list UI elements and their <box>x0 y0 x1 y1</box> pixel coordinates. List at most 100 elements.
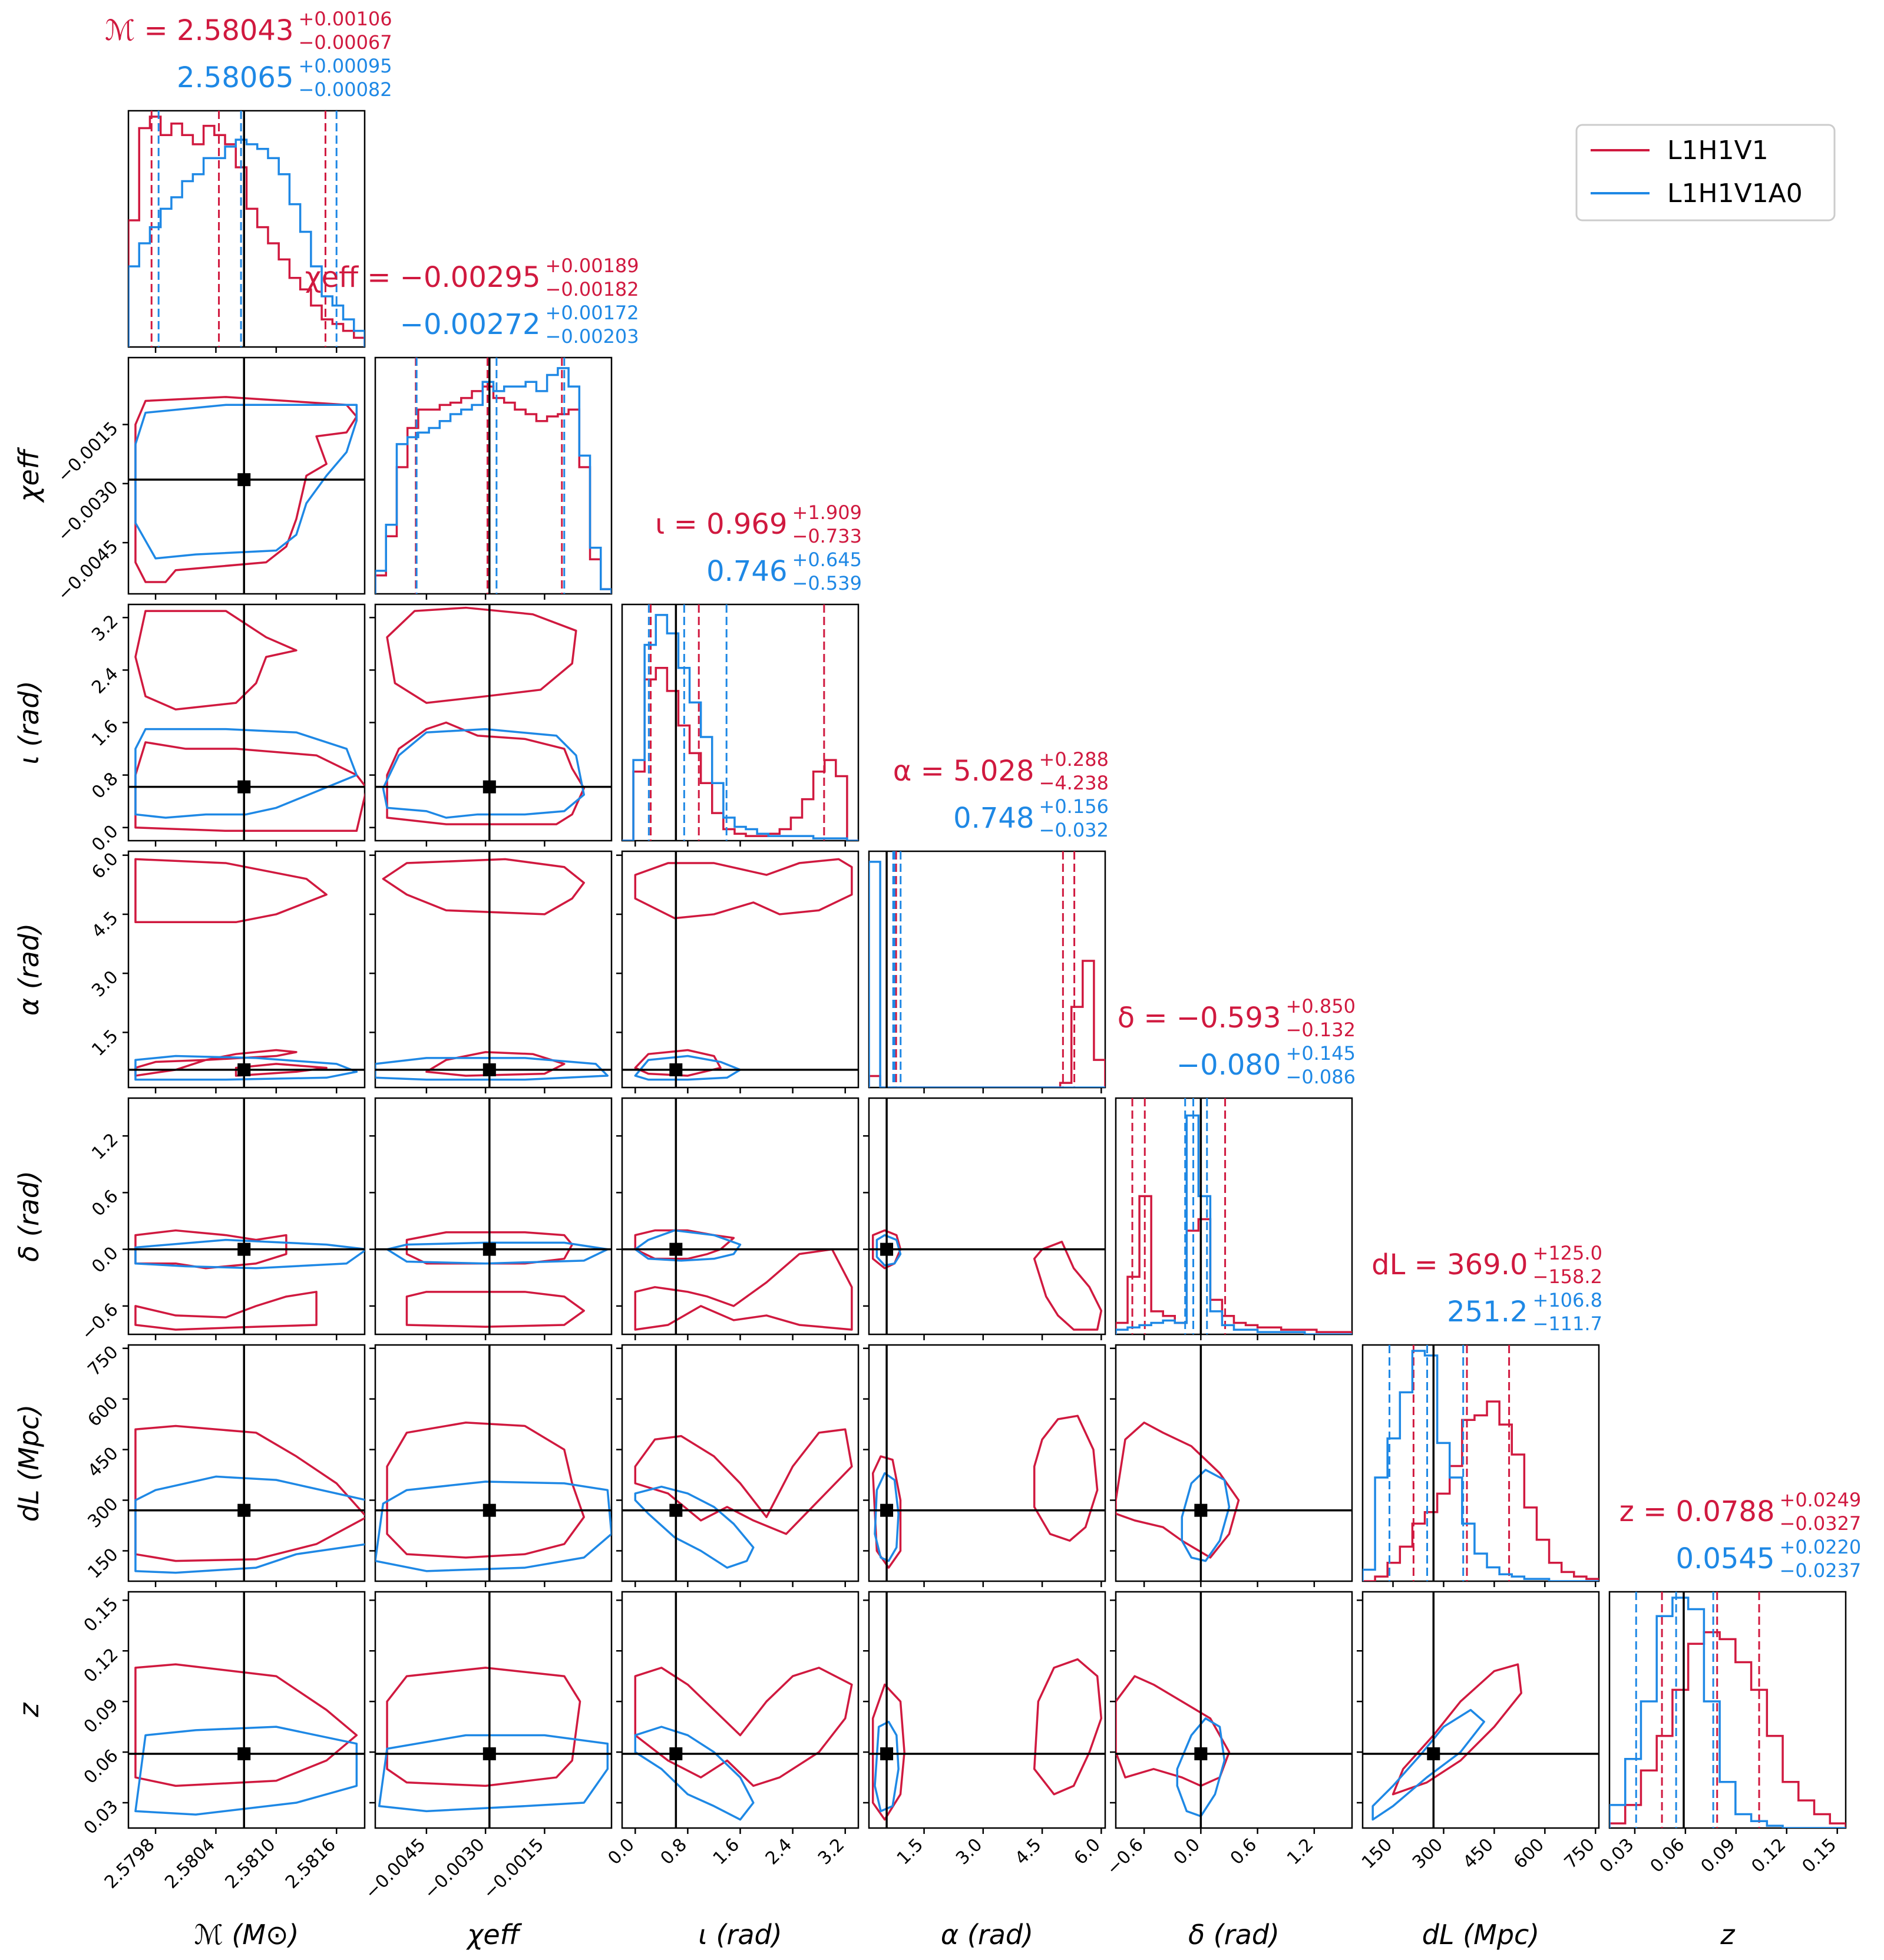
x-tick-label: 0.0 <box>1170 1835 1204 1869</box>
contour-red <box>634 1667 853 1787</box>
title-chi: χeff = −0.00295 +0.00189−0.00182−0.00272 +… <box>305 254 639 348</box>
x-tick-label: 2.4 <box>762 1835 796 1869</box>
title-red-upper: +0.850 <box>1286 995 1356 1017</box>
panel-content <box>622 851 858 1088</box>
panels-layer: −0.0045−0.0030−0.0015χeff0.00.81.62.43.2… <box>13 110 1847 1951</box>
truth-marker <box>1427 1747 1440 1760</box>
title-blue-lower: −0.086 <box>1286 1066 1356 1088</box>
contour-red <box>1033 1658 1103 1796</box>
y-tick-label: 3.2 <box>88 611 122 645</box>
y-axis-label-chi: χeff <box>13 447 45 504</box>
panel-alpha-mc: 1.5 3.0 4.5 6.0 α (rad) <box>13 849 366 1093</box>
panel-content <box>128 1345 365 1581</box>
contour-red <box>1116 1675 1231 1787</box>
panel-delta-chi <box>369 1097 613 1340</box>
truth-marker <box>237 780 251 794</box>
title-blue-value: 251.2 <box>1447 1295 1528 1328</box>
y-tick-label: 1.5 <box>88 1026 122 1060</box>
panel-content <box>1363 1592 1599 1828</box>
x-tick-label: 0.8 <box>657 1835 691 1869</box>
contour-red <box>405 1231 573 1265</box>
panel-dl-delta <box>1110 1344 1353 1587</box>
title-red-upper: +125.0 <box>1533 1242 1602 1264</box>
histogram-blue <box>869 861 1105 1088</box>
contour-red <box>134 741 365 832</box>
panel-iota-iota <box>621 603 860 847</box>
truth-marker <box>237 1242 251 1256</box>
contour-blue <box>1371 1708 1485 1821</box>
panel-content <box>375 1592 612 1828</box>
x-tick-label: −0.0015 <box>479 1835 548 1903</box>
x-tick-label: 0.0 <box>604 1835 638 1869</box>
panel-content <box>622 604 858 841</box>
y-tick-label: 450 <box>84 1443 122 1481</box>
y-axis-label-dl: dL (Mpc) <box>13 1404 45 1522</box>
x-tick-label: 2.5804 <box>161 1835 219 1893</box>
panel-content <box>128 1592 365 1828</box>
x-tick-label: 4.5 <box>1011 1835 1045 1869</box>
y-tick-label: 0.6 <box>88 1186 122 1220</box>
x-tick-label: 750 <box>1561 1835 1599 1873</box>
y-tick-label: 0.0 <box>88 821 122 855</box>
contour-red <box>134 1424 365 1562</box>
title-red-upper: +0.00189 <box>546 254 639 277</box>
x-tick-label: −0.0045 <box>361 1835 430 1903</box>
x-tick-label: 6.0 <box>1070 1835 1104 1869</box>
panel-content <box>622 1098 858 1334</box>
panel-content <box>622 1592 858 1828</box>
x-tick-label: 150 <box>1358 1835 1396 1873</box>
y-tick-label: 0.09 <box>80 1695 123 1737</box>
title-blue-value: 2.58065 <box>177 61 294 94</box>
panel-content <box>375 358 612 594</box>
title-blue-upper: +0.00095 <box>299 55 392 77</box>
panel-frame <box>127 110 366 348</box>
panel-frame <box>127 356 366 595</box>
x-axis-label-chi: χeff <box>465 1919 523 1951</box>
title-blue-lower: −0.00082 <box>299 78 392 101</box>
panel-content <box>1363 1345 1599 1581</box>
x-tick-label: 2.5816 <box>282 1835 340 1893</box>
panel-frame <box>621 1097 860 1336</box>
panel-alpha-iota <box>616 850 860 1093</box>
truth-marker <box>669 1503 683 1517</box>
contour-red <box>134 396 358 583</box>
panel-content <box>375 1345 612 1581</box>
y-tick-label: 6.0 <box>88 849 122 883</box>
panel-frame <box>621 1591 860 1829</box>
contour-red <box>405 1291 585 1328</box>
panel-content <box>1116 1345 1352 1581</box>
y-tick-label: −0.0030 <box>54 477 123 546</box>
contour-blue <box>134 1726 358 1816</box>
panel-content <box>869 1345 1105 1581</box>
panel-content <box>128 111 365 347</box>
x-axis-label-alpha: α (rad) <box>941 1919 1033 1951</box>
contour-blue <box>634 1485 755 1569</box>
title-red-lower: −0.0327 <box>1780 1512 1862 1535</box>
x-tick-label: −0.0030 <box>420 1835 489 1903</box>
y-tick-label: 300 <box>84 1493 122 1532</box>
y-tick-label: 3.0 <box>88 967 122 1001</box>
contour-red <box>1033 1414 1099 1542</box>
x-tick-label: 2.5810 <box>222 1835 280 1893</box>
contour-blue <box>874 1472 900 1562</box>
panel-content <box>128 1098 365 1334</box>
panel-dl-alpha <box>863 1344 1106 1587</box>
panel-content <box>375 851 612 1088</box>
title-red-lower: −0.00067 <box>299 31 392 54</box>
title-blue-upper: +0.00172 <box>546 302 639 324</box>
contour-blue <box>378 1734 609 1813</box>
contour-red <box>134 858 328 924</box>
contour-red <box>134 1229 287 1270</box>
title-delta: δ = −0.593 +0.850−0.132−0.080 +0.145−0.086 <box>1118 995 1356 1088</box>
y-axis-label-alpha: α (rad) <box>13 923 45 1016</box>
panel-dl-mc: 150 300 450 600 750 dL (Mpc) <box>13 1342 366 1587</box>
contour-red <box>134 1663 358 1787</box>
contour-red <box>386 1667 581 1787</box>
panel-content <box>869 1098 1105 1334</box>
x-tick-label: 300 <box>1409 1835 1447 1873</box>
panel-frame <box>868 1344 1106 1582</box>
